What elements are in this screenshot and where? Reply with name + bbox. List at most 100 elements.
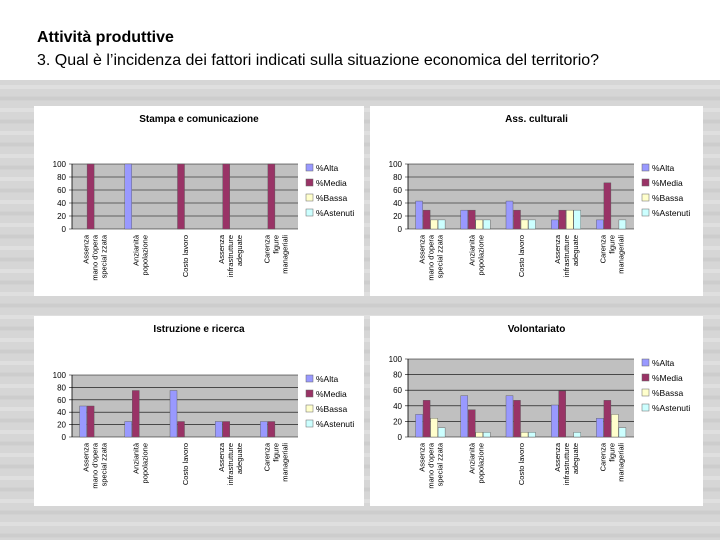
x-tick-line: Costo lavoro: [517, 443, 526, 485]
legend-swatch: [641, 163, 650, 172]
x-tick-label: Assenza mano d'opera special zzata: [418, 442, 445, 488]
x-tick-line: manageriali: [280, 443, 289, 482]
bar: [86, 163, 95, 230]
bar: [468, 409, 476, 438]
x-tick-line: Assenza: [418, 234, 427, 264]
background-stroke: [0, 85, 720, 89]
x-tick-label: Assenza mano d'opera special zzata: [82, 234, 109, 280]
x-tick-label: Assenza infrastrutture adeguate: [553, 442, 580, 485]
legend-label: %Bassa: [652, 388, 683, 398]
x-tick-line: Costo lavoro: [181, 235, 190, 277]
bar: [513, 209, 521, 230]
y-tick-label: 0: [398, 225, 403, 234]
bar: [475, 219, 484, 230]
legend-swatch: [305, 178, 314, 187]
y-tick-label: 20: [393, 417, 402, 426]
y-tick-label: 60: [57, 396, 66, 405]
bar: [422, 209, 431, 230]
x-tick-line: Anzianità: [467, 234, 476, 266]
x-tick-line: special zzata: [436, 234, 445, 278]
x-tick-line: adeguate: [235, 235, 244, 266]
bar: [468, 209, 476, 230]
x-tick-line: figure: [607, 443, 616, 462]
chart-title: Istruzione e ricerca: [153, 324, 245, 335]
y-tick-label: 60: [57, 186, 66, 195]
bar: [415, 414, 423, 438]
slide-header: Attività produttive 3. Qual è l’incidenz…: [0, 0, 720, 80]
legend-swatch: [641, 373, 650, 382]
x-tick-line: Anzianità: [131, 442, 140, 474]
bar: [177, 421, 185, 438]
legend-swatch: [305, 208, 314, 217]
y-tick-label: 20: [57, 421, 66, 430]
slide-question: 3. Qual è l’incidenza dei fattori indica…: [37, 52, 600, 69]
x-tick-line: Costo lavoro: [181, 443, 190, 485]
legend-label: %Alta: [316, 374, 338, 384]
x-tick-line: manageriali: [616, 235, 625, 274]
x-tick-label: Anzianità popolazione: [131, 234, 149, 275]
x-tick-label: Anzianità popolazione: [467, 442, 485, 483]
bar: [603, 400, 612, 438]
x-tick-line: adeguate: [571, 443, 580, 474]
background-stroke: [0, 510, 720, 515]
x-tick-line: adeguate: [235, 443, 244, 474]
y-tick-label: 40: [393, 199, 402, 208]
x-tick-label: Carenza figure manageriali: [598, 442, 625, 482]
legend-swatch: [641, 403, 650, 412]
chart-panel-istruzione: Istruzione e ricerca 0 20 40 60 80 100 Assenza…: [34, 316, 364, 506]
x-tick-line: Assenza: [217, 234, 226, 264]
legend-label: %Astenuti: [652, 403, 690, 413]
bar: [528, 432, 536, 438]
x-tick-label: Costo lavoro: [517, 235, 526, 277]
x-tick-line: Assenza: [82, 234, 91, 264]
y-tick-label: 100: [53, 371, 67, 380]
legend-label: %Alta: [652, 163, 674, 173]
legend-label: %Astenuti: [316, 208, 354, 218]
legend-swatch: [641, 193, 650, 202]
y-tick-label: 0: [62, 433, 67, 442]
legend-swatch: [305, 389, 314, 398]
x-tick-label: Assenza infrastrutture adeguate: [217, 234, 244, 277]
bar: [169, 390, 178, 438]
y-tick-label: 20: [393, 212, 402, 221]
x-tick-label: Assenza infrastrutture adeguate: [217, 442, 244, 485]
legend-swatch: [305, 374, 314, 383]
legend-swatch: [641, 208, 650, 217]
y-tick-label: 20: [57, 212, 66, 221]
legend-label: %Bassa: [652, 193, 683, 203]
x-tick-line: manageriali: [280, 235, 289, 274]
y-tick-label: 80: [393, 371, 402, 380]
x-tick-label: Costo lavoro: [181, 443, 190, 485]
legend-label: %Media: [652, 373, 683, 383]
background-stroke: [0, 96, 720, 101]
bar: [422, 400, 431, 438]
x-tick-label: Assenza infrastrutture adeguate: [553, 234, 580, 277]
bar: [618, 427, 627, 438]
y-tick-label: 40: [393, 402, 402, 411]
x-tick-line: Assenza: [553, 442, 562, 472]
x-tick-line: infrastrutture: [226, 443, 235, 485]
bar: [430, 219, 438, 230]
bar: [596, 418, 604, 438]
chart-panel-stampa: Stampa e comunicazione 0 20 40 60 80 100 Assen…: [34, 106, 364, 296]
legend-label: %Alta: [316, 163, 338, 173]
bar: [124, 421, 133, 438]
x-tick-line: popolazione: [476, 235, 485, 275]
legend-swatch: [305, 193, 314, 202]
chart-title: Ass. culturali: [505, 114, 568, 125]
x-tick-line: infrastrutture: [562, 443, 571, 485]
x-tick-line: Carenza: [262, 442, 271, 471]
bar: [550, 404, 559, 438]
x-tick-line: Assenza: [217, 442, 226, 472]
x-tick-line: Assenza: [553, 234, 562, 264]
legend-swatch: [305, 163, 314, 172]
bar: [550, 219, 559, 230]
legend-label: %Alta: [652, 358, 674, 368]
y-tick-label: 100: [389, 355, 403, 364]
bar: [558, 209, 566, 230]
chart-title: Volontariato: [507, 324, 566, 335]
bar: [603, 182, 612, 230]
